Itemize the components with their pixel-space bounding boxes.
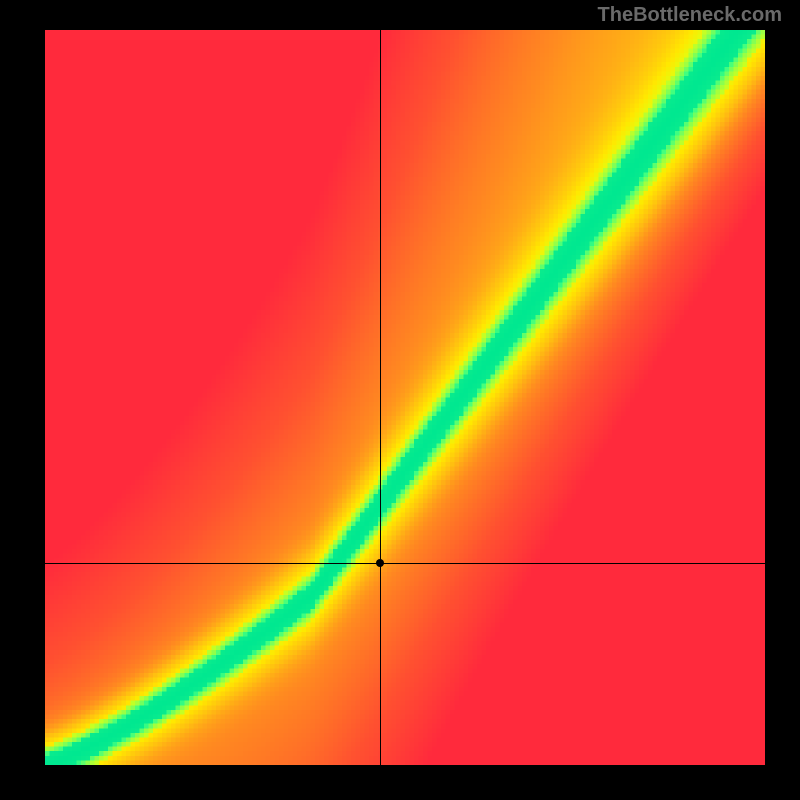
heatmap-plot bbox=[45, 30, 765, 765]
watermark-text: TheBottleneck.com bbox=[598, 4, 782, 27]
crosshair-horizontal bbox=[45, 563, 765, 564]
crosshair-vertical bbox=[380, 30, 381, 765]
data-point-marker bbox=[376, 559, 384, 567]
heatmap-canvas bbox=[45, 30, 765, 765]
